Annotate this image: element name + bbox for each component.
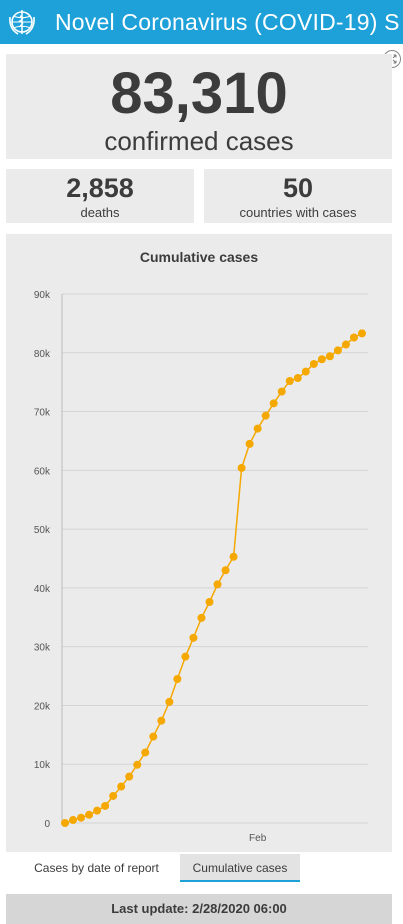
data-point[interactable] <box>61 819 69 827</box>
data-point[interactable] <box>165 697 174 706</box>
data-point[interactable] <box>197 613 206 622</box>
data-point[interactable] <box>325 352 334 361</box>
data-point[interactable] <box>341 340 350 349</box>
deaths-count: 2,858 <box>66 173 134 203</box>
data-point[interactable] <box>309 359 318 368</box>
data-point[interactable] <box>229 552 238 561</box>
cumulative-cases-chart: Cumulative cases 0 10k 20k 30k 40k 50k 60k 70k 8… <box>34 249 368 844</box>
countries-label: countries with cases <box>239 205 357 220</box>
tab-cumulative-cases[interactable]: Cumulative cases <box>180 854 300 882</box>
data-point[interactable] <box>269 399 278 408</box>
series-line <box>64 332 363 824</box>
data-point[interactable] <box>261 411 270 420</box>
confirmed-panel: 83,310 confirmed cases <box>6 54 392 159</box>
data-point[interactable] <box>358 329 366 338</box>
chart-panel: Cumulative cases 0 10k 20k 30k 40k 50k 60k 70k 8… <box>6 234 392 852</box>
y-tick-label: 80k <box>34 349 51 360</box>
data-point[interactable] <box>133 760 142 769</box>
y-tick-label: 60k <box>34 466 51 477</box>
data-point[interactable] <box>333 346 342 355</box>
data-point[interactable] <box>157 716 166 725</box>
app-title: Novel Coronavirus (COVID-19) S <box>55 9 400 35</box>
chart-title: Cumulative cases <box>140 249 258 265</box>
data-point[interactable] <box>237 463 246 472</box>
deaths-label: deaths <box>80 205 120 220</box>
y-tick-label: 10k <box>34 760 51 771</box>
data-point[interactable] <box>213 580 222 589</box>
data-point[interactable] <box>317 355 326 364</box>
data-point[interactable] <box>349 333 358 342</box>
confirmed-label: confirmed cases <box>104 126 294 156</box>
data-point[interactable] <box>293 374 302 383</box>
y-tick-label: 20k <box>34 701 51 712</box>
data-point[interactable] <box>253 424 262 433</box>
data-point[interactable] <box>285 376 294 385</box>
data-point[interactable] <box>149 732 158 741</box>
deaths-panel: 2,858 deaths <box>6 169 194 223</box>
data-point[interactable] <box>69 816 78 825</box>
y-tick-label: 30k <box>34 643 51 654</box>
data-point[interactable] <box>301 367 310 376</box>
tab-cases-by-date[interactable]: Cases by date of report <box>20 854 173 882</box>
x-tick-label: Feb <box>249 833 267 844</box>
data-point[interactable] <box>117 782 126 791</box>
last-update-text: Last update: 2/28/2020 06:00 <box>6 894 392 924</box>
y-tick-label: 70k <box>34 408 51 419</box>
data-point[interactable] <box>221 566 230 575</box>
countries-count: 50 <box>282 173 314 203</box>
data-point[interactable] <box>77 813 86 822</box>
data-point[interactable] <box>109 791 118 800</box>
data-point[interactable] <box>101 801 110 810</box>
y-tick-label: 0 <box>44 819 50 830</box>
data-point[interactable] <box>277 387 286 396</box>
data-point[interactable] <box>189 633 198 642</box>
data-point[interactable] <box>125 772 134 781</box>
data-point[interactable] <box>141 748 150 757</box>
confirmed-count: 83,310 <box>110 61 288 126</box>
y-tick-label: 50k <box>34 525 51 536</box>
data-point[interactable] <box>173 674 182 683</box>
data-point[interactable] <box>205 597 214 606</box>
data-point[interactable] <box>245 439 254 448</box>
data-point[interactable] <box>93 806 102 815</box>
who-emblem-icon <box>9 10 35 35</box>
y-tick-label: 90k <box>34 290 51 301</box>
data-point[interactable] <box>85 810 94 819</box>
data-point[interactable] <box>181 652 190 661</box>
countries-panel: 50 countries with cases <box>204 169 392 223</box>
y-tick-label: 40k <box>34 584 51 595</box>
app-header: Novel Coronavirus (COVID-19) S <box>0 0 403 44</box>
